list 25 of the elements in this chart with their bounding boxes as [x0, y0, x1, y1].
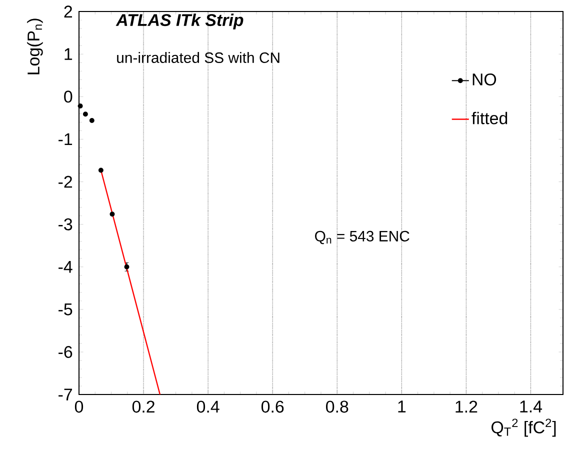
x-tick-label: 1	[398, 400, 406, 413]
legend-label: NO	[472, 74, 496, 86]
y-tick-label: -5	[58, 304, 72, 316]
x-tick-label: 0	[74, 400, 84, 413]
y-tick-label: -2	[58, 176, 72, 188]
x-tick-label: 1.4	[520, 400, 542, 413]
y-tick-label: -7	[58, 388, 72, 401]
chart-title: ATLAS ITk Strip	[116, 14, 244, 30]
legend-label: fitted	[472, 112, 508, 124]
x-tick-label: 0.8	[326, 400, 348, 413]
annotation: Q$_{n}$ = 543 ENC	[315, 231, 410, 244]
y-tick-label: -3	[58, 218, 72, 231]
x-axis-title: Q$_{T}$$^{2}$ [fC$^{2}$]	[492, 418, 556, 437]
y-tick-label: 0	[64, 90, 72, 103]
y-tick-label: -6	[58, 346, 72, 358]
y-axis-title: Log(P$_{n}$)	[27, 18, 43, 74]
y-tick-label: -4	[58, 261, 72, 273]
y-tick-label: 1	[64, 48, 72, 60]
x-tick-label: 0.4	[196, 400, 220, 413]
x-tick-label: 0.2	[132, 400, 154, 413]
y-tick-label: 2	[64, 6, 72, 18]
x-tick-label: 1.2	[456, 400, 478, 413]
x-tick-label: 0.6	[261, 400, 284, 413]
text: un-irradiated SS with CN	[117, 52, 280, 64]
y-tick-label: -1	[58, 134, 72, 146]
